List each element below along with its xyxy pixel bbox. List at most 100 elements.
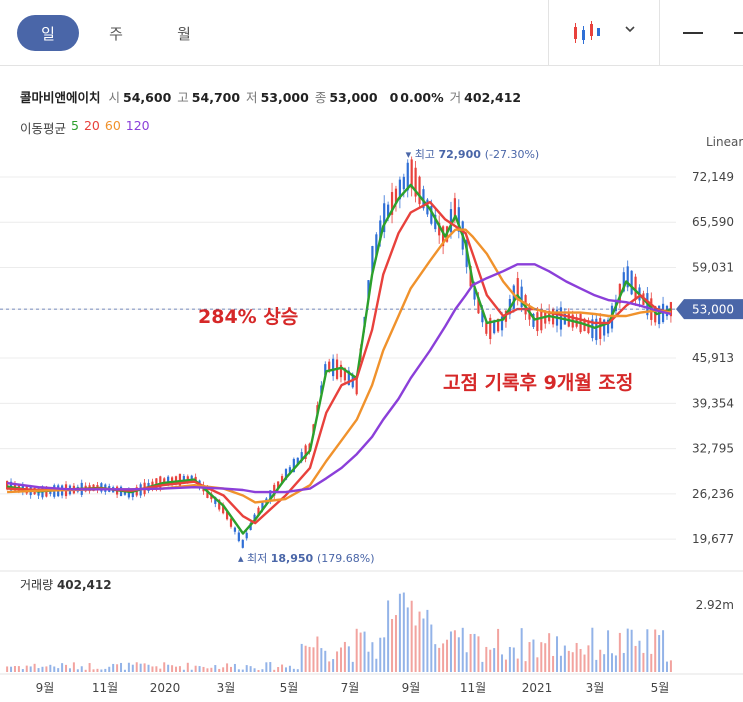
candle-body	[233, 527, 237, 532]
candle-body	[245, 532, 248, 539]
volume-bar	[17, 666, 20, 672]
volume-bar	[587, 645, 590, 672]
volume-bar	[296, 669, 299, 672]
volume-label: 거래량 402,412	[20, 578, 112, 592]
candle-body	[473, 287, 476, 300]
x-tick-label: 2020	[150, 681, 181, 695]
low-marker-value: 18,950	[271, 552, 317, 565]
volume-bar	[151, 666, 154, 672]
candlestick-icon[interactable]	[571, 18, 601, 48]
x-tick-label: 5월	[280, 681, 299, 695]
candle-body	[351, 375, 354, 388]
volume-bar	[175, 666, 178, 672]
more-tool-icon[interactable]	[734, 32, 743, 34]
volume-bar	[80, 666, 83, 672]
volume-bar	[163, 662, 166, 672]
volume-bar	[449, 631, 452, 672]
scale-toggle[interactable]: Linear	[706, 135, 743, 149]
candle-body	[457, 207, 460, 232]
candle-body	[347, 370, 350, 386]
ma-label: 이동평균	[20, 121, 67, 136]
candle-body	[532, 313, 535, 327]
open-value: 54,600	[123, 90, 172, 105]
volume-bar	[465, 652, 468, 672]
ma-line-120	[6, 263, 672, 494]
candle-body	[654, 305, 657, 323]
ma-5[interactable]: 5	[71, 118, 79, 133]
candle-body	[222, 504, 225, 514]
candle-body	[489, 317, 492, 340]
volume-value: 402,412	[57, 578, 112, 592]
volume-bar	[359, 632, 362, 672]
volume-bar	[253, 668, 256, 672]
x-tick-label: 3월	[217, 681, 236, 695]
ma-120[interactable]: 120	[125, 118, 150, 133]
x-tick-label: 7월	[341, 681, 360, 695]
open-label: 시	[108, 90, 121, 105]
candle-body	[390, 192, 394, 215]
volume-bar	[501, 654, 504, 672]
x-tick-label: 9월	[402, 681, 421, 695]
volume-bar	[650, 653, 653, 672]
horizontal-line-icon[interactable]	[683, 32, 703, 34]
volume-value: 402,412	[464, 90, 522, 105]
volume-bar	[84, 669, 87, 672]
candle-body	[182, 475, 185, 483]
volume-bar	[493, 648, 496, 672]
candle-body	[536, 312, 539, 332]
price-tick-label: 19,677	[692, 532, 734, 546]
volume-bar	[13, 666, 16, 672]
volume-bar	[489, 649, 492, 672]
volume-bar	[457, 637, 460, 672]
volume-bar	[552, 655, 555, 672]
volume-bar	[363, 631, 366, 672]
ma-20[interactable]: 20	[83, 118, 100, 133]
low-marker: ▴ 최저 18,950 (179.68%)	[238, 552, 375, 565]
price-tick-label: 32,795	[692, 442, 734, 456]
volume-bar	[198, 666, 201, 672]
volume-bar	[284, 667, 287, 672]
volume-bar	[269, 662, 272, 672]
volume-bar	[6, 666, 9, 672]
volume-bar	[430, 624, 433, 672]
ma-60[interactable]: 60	[104, 118, 121, 133]
candle-body	[516, 278, 519, 301]
tab-weekly[interactable]: 주	[109, 24, 123, 43]
candle-body	[493, 320, 496, 334]
candle-body	[418, 176, 421, 205]
time-axis: 9월 11월 2020 3월 5월 7월 9월 11월 2021 3월 5월	[0, 673, 743, 695]
current-price-label: 53,000	[692, 303, 734, 317]
volume-bar	[214, 665, 217, 672]
volume-bar	[343, 641, 346, 672]
volume-panel: 거래량 402,412 2.92m	[0, 570, 743, 672]
chevron-down-icon[interactable]	[623, 22, 637, 36]
volume-bar	[548, 633, 551, 672]
volume-bar	[41, 666, 44, 672]
candle-body	[414, 167, 417, 197]
candle-body	[669, 302, 673, 317]
low-value: 53,000	[260, 90, 309, 105]
volume-bar	[65, 664, 68, 672]
volume-bar	[320, 648, 323, 672]
volume-bar	[658, 635, 661, 672]
candle-body	[355, 375, 358, 395]
candle-body	[406, 162, 409, 191]
volume-bar	[245, 665, 248, 672]
volume-bar	[512, 647, 515, 672]
volume-bar	[53, 666, 56, 672]
volume-bar	[540, 642, 543, 672]
tab-daily[interactable]: 일	[17, 15, 79, 51]
ma-line-5	[6, 183, 672, 535]
volume-axis-label: 2.92m	[696, 598, 734, 612]
tab-monthly[interactable]: 월	[177, 24, 191, 43]
candle-body	[257, 507, 260, 516]
candle-body	[383, 203, 386, 233]
volume-bar	[143, 663, 146, 672]
ma-line-20	[7, 200, 672, 525]
candle-body	[438, 222, 441, 236]
volume-bar	[387, 600, 390, 672]
candle-body	[190, 475, 193, 482]
price-axis: 19,677 26,236 32,795 39,354 45,913 53,000 59,0…	[0, 170, 743, 546]
candle-body	[398, 179, 401, 200]
